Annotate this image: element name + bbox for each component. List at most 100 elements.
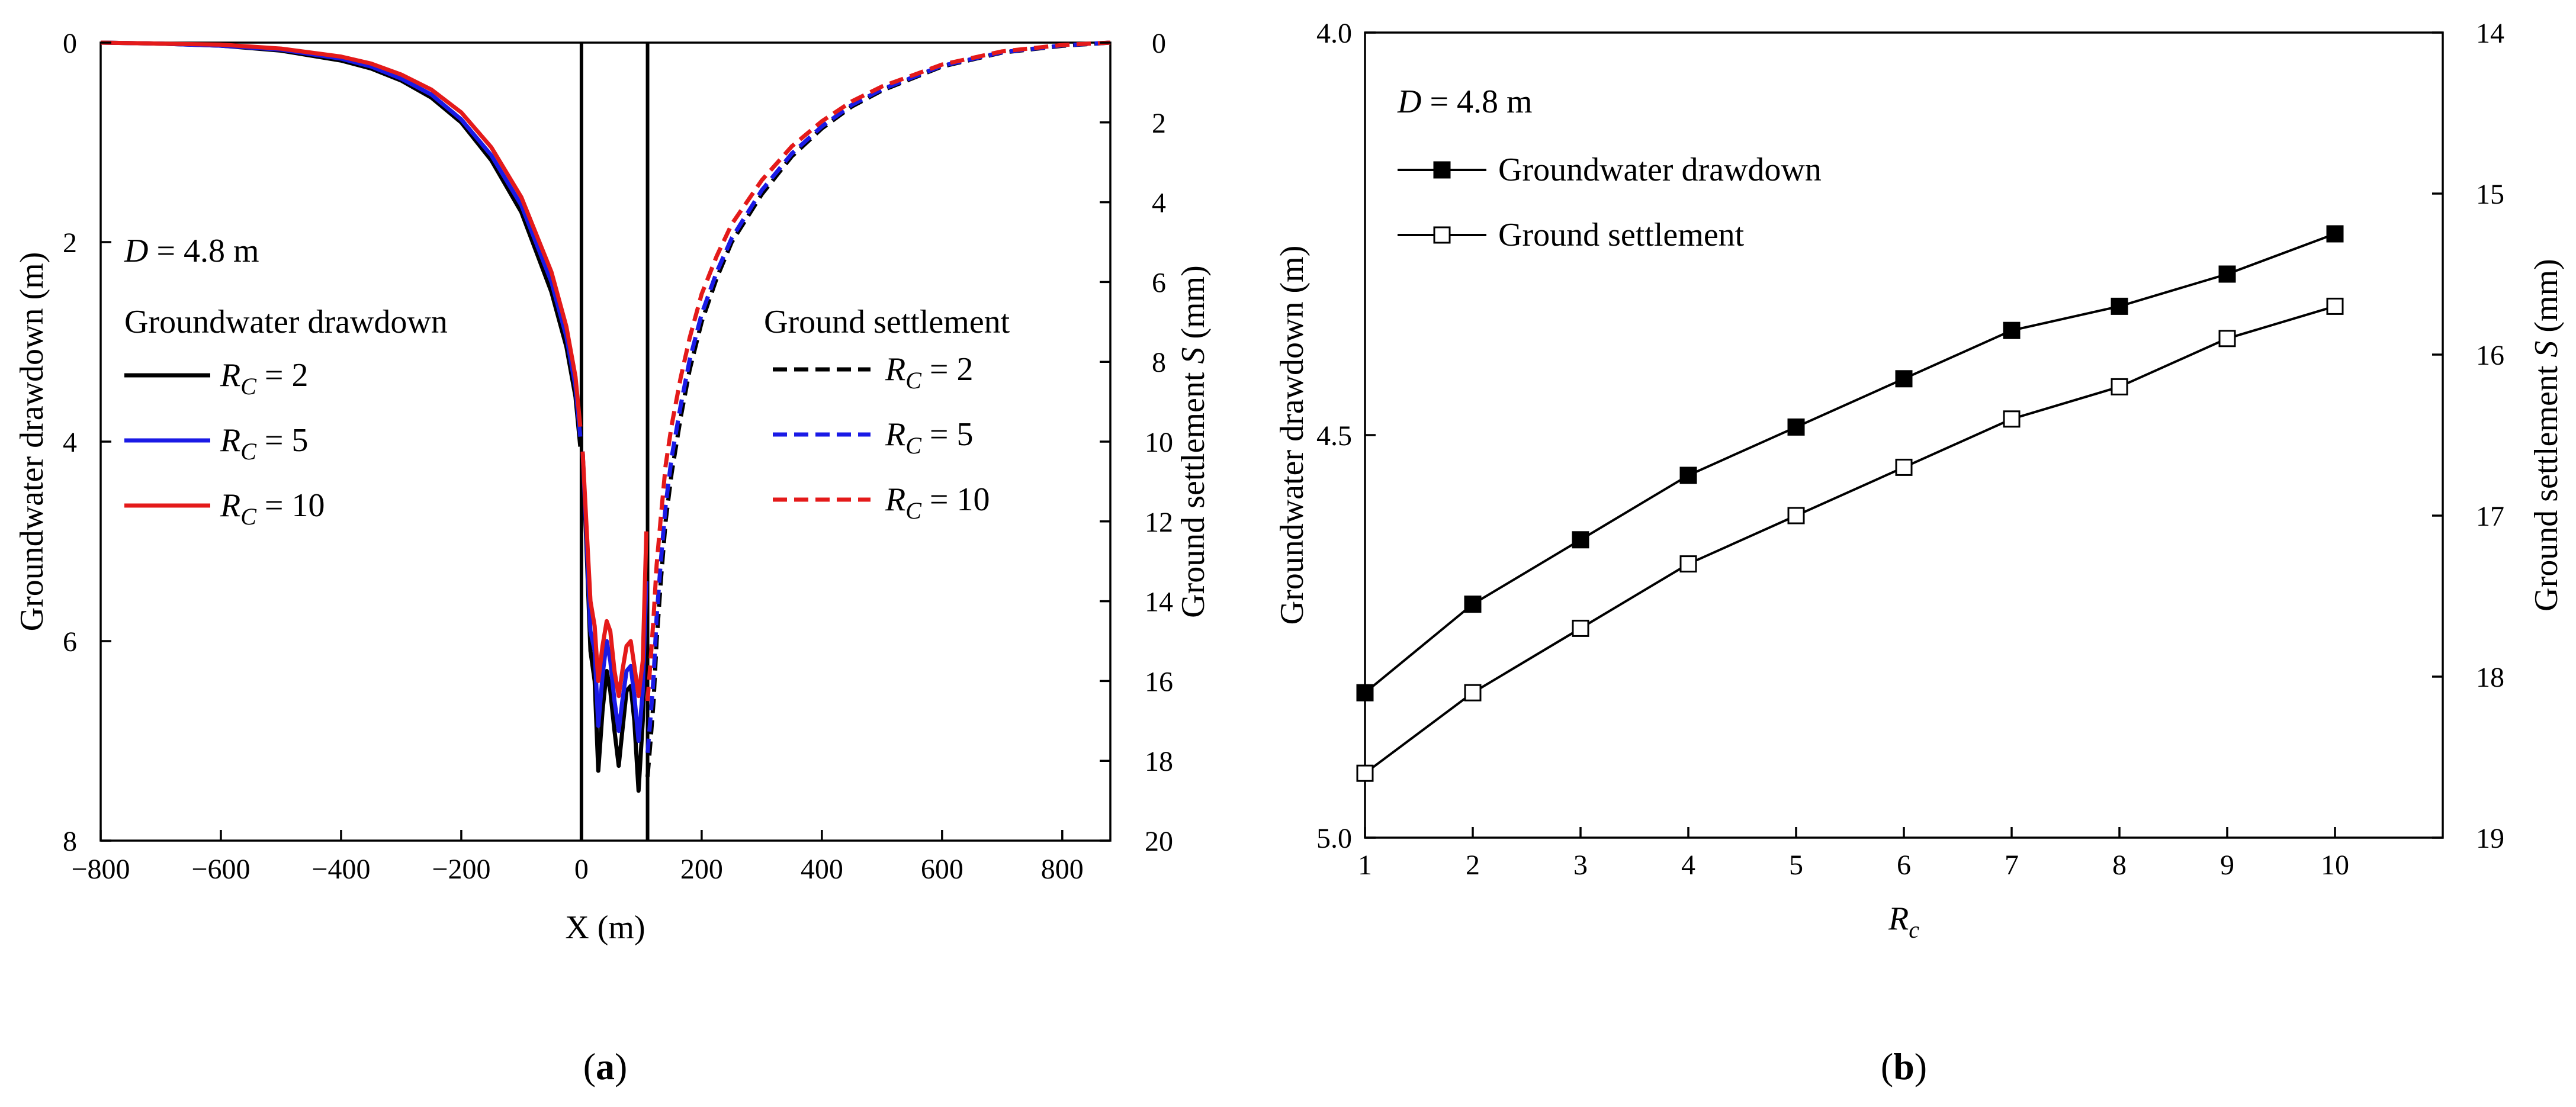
panel-b-y-left-tick-label: 4.5 (1316, 420, 1352, 452)
panel-a-legend-drawdown-label: RC = 10 (220, 487, 325, 530)
panel-b-drawdown-marker (1679, 466, 1697, 484)
panel-a-y-right-tick-label: 2 (1152, 108, 1166, 139)
panel-a-x-tick-label: −800 (71, 854, 130, 885)
panel-b-settlement-marker (1895, 458, 1913, 476)
panel-b-settlement-marker (1572, 619, 1589, 637)
panel-b-drawdown-marker (2218, 265, 2236, 283)
panel-a-drawdown-line-pit (580, 451, 648, 699)
panel-b-y-right-tick-label: 15 (2476, 179, 2504, 210)
panel-b-drawdown-marker (1572, 531, 1589, 549)
panel-a-x-axis-title: X (m) (565, 909, 645, 946)
panel-b-settlement-marker (1464, 684, 1482, 701)
panel-b-label: (b) (1881, 1045, 1927, 1087)
panel-b-settlement-marker (2326, 297, 2344, 315)
panel-a-label: (a) (583, 1045, 628, 1087)
panel-b-legend-marker (1433, 161, 1451, 179)
panel-a-legend-settlement-label: RC = 5 (885, 416, 974, 459)
panel-b-y-right-tick-label: 18 (2476, 662, 2504, 693)
panel-b-settlement-marker (1356, 764, 1374, 782)
panel-a-x-tick-label: 400 (801, 854, 843, 885)
panel-b-x-ticks: 1 2 3 4 5 6 7 8 9 10 (1358, 827, 2349, 881)
panel-b-x-tick-label: 8 (2112, 849, 2127, 881)
panel-a-x-tick-label: 0 (574, 854, 589, 885)
panel-a-y-right-tick-label: 0 (1152, 28, 1166, 59)
panel-a-y-left-tick-label: 8 (63, 826, 77, 857)
panel-a-annotation: D = 4.8 m (124, 233, 259, 269)
panel-a-legend-settlement-title: Ground settlement (764, 304, 1010, 340)
panel-a-x-ticks: −800 −600 −400 −200 0 200 400 600 800 (71, 830, 1084, 885)
panel-b-x-tick-label: 2 (1466, 849, 1480, 881)
panel-a-settlement-line (645, 40, 1111, 753)
panel-a-y-right-tick-label: 10 (1145, 427, 1173, 458)
panel-b-series-line (1364, 233, 2336, 694)
panel-b-x-tick-label: 10 (2321, 849, 2349, 881)
panel-b-y-left-axis-title: Groundwater drawdown (m) (1274, 246, 1311, 625)
panel-b-drawdown-marker (2111, 297, 2128, 315)
panel-a-x-tick-label: −200 (432, 854, 490, 885)
panel-b-x-tick-label: 4 (1681, 849, 1695, 881)
panel-b-y-right-tick-label: 16 (2476, 340, 2504, 371)
panel-a-x-tick-label: 800 (1041, 854, 1084, 885)
panel-b-y-right-axis-title: Ground settlement S (mm) (2528, 259, 2565, 612)
panel-a-legend-drawdown-label: RC = 5 (220, 422, 309, 465)
panel-a-y-right-tick-label: 20 (1145, 826, 1173, 857)
panel-b-x-tick-label: 7 (2005, 849, 2019, 881)
panel-b-x-tick-label: 6 (1897, 849, 1911, 881)
panel-a-series (100, 40, 1111, 793)
panel-b-settlement-marker (2003, 410, 2021, 428)
panel-a-settlement-line (645, 40, 1111, 701)
panel-a-y-right-tick-label: 4 (1152, 188, 1166, 219)
panel-b-drawdown-marker (2003, 321, 2021, 339)
panel-b-drawdown-marker (1787, 418, 1805, 436)
panel-b-y-right-tick-label: 19 (2476, 823, 2504, 854)
panel-b-y-left-tick-label: 5.0 (1316, 823, 1352, 854)
panel-b-x-tick-label: 1 (1358, 849, 1372, 881)
panel-a-y-left-tick-label: 6 (63, 626, 77, 658)
panel-a-drawdown-line-pit (580, 451, 648, 743)
panel-a-y-right-tick-label: 14 (1145, 587, 1173, 618)
panel-a-x-tick-label: −600 (191, 854, 250, 885)
panel-b-drawdown-marker (2326, 225, 2344, 243)
panel-b-x-tick-label: 9 (2220, 849, 2234, 881)
panel-a-legend-settlement-label: RC = 10 (885, 481, 990, 524)
panel-a-y-right-tick-label: 18 (1145, 746, 1173, 777)
panel-a-y-right-tick-label: 16 (1145, 666, 1173, 697)
panel-a-y-left-axis-title: Groundwater drawdown (m) (14, 252, 50, 632)
panel-a-drawdown-line-pit (580, 451, 648, 793)
panel-b-annotation: D = 4.8 m (1397, 83, 1533, 120)
panel-b-y-right-tick-label: 14 (2476, 18, 2504, 49)
panel-a-y-left-tick-label: 4 (63, 427, 77, 458)
panel-b-settlement-marker (1679, 555, 1697, 573)
panel-a-legend-drawdown: RC = 2 RC = 5 RC = 10 (124, 357, 325, 530)
panel-b-legend-label: Groundwater drawdown (1498, 152, 1822, 188)
panel-b-drawdown-marker (1895, 370, 1913, 388)
panel-b-x-axis-title: Rc (1888, 900, 1919, 943)
panel-b-drawdown-marker (1464, 596, 1482, 613)
panel-a-x-tick-label: 600 (921, 854, 963, 885)
panel-a-legend-settlement: RC = 2 RC = 5 RC = 10 (773, 351, 990, 524)
panel-a-legend-drawdown-label: RC = 2 (220, 357, 309, 400)
panel-a-y-right-tick-label: 6 (1152, 267, 1166, 298)
panel-b-x-tick-label: 3 (1573, 849, 1588, 881)
panel-b-settlement-marker (2111, 378, 2128, 395)
panel-b-series-line (1364, 305, 2336, 774)
panel-a-y-left-tick-label: 2 (63, 227, 77, 259)
panel-b-legend-label: Ground settlement (1498, 217, 1745, 253)
panel-b-chart: 1 2 3 4 5 6 7 8 9 10 4.0 4.5 5.0 14 15 16 17 18 19 Rc Gr… (1274, 18, 2565, 1087)
panel-a-legend-settlement-label: RC = 2 (885, 351, 974, 394)
panel-a-y-right-tick-label: 8 (1152, 347, 1166, 378)
panel-a-settlement-line (645, 40, 1111, 777)
panel-a-chart: −800 −600 −400 −200 0 200 400 600 800 0 2 4 6 8 0 2 4 6… (14, 28, 1212, 1087)
panel-a-y-left-ticks: 0 2 4 6 8 (63, 28, 111, 857)
panel-a-legend-drawdown-title: Groundwater drawdown (124, 304, 448, 340)
panel-b-legend-marker (1433, 226, 1451, 244)
panel-b-y-left-tick-label: 4.0 (1316, 18, 1352, 49)
panel-b-y-right-tick-label: 17 (2476, 501, 2504, 532)
panel-b-y-right-ticks: 14 15 16 17 18 19 (2432, 18, 2504, 854)
panel-b-y-left-ticks: 4.0 4.5 5.0 (1316, 18, 1376, 854)
panel-b-legend: Groundwater drawdown Ground settlement (1398, 152, 1822, 253)
panel-a-y-right-ticks: 0 2 4 6 8 10 12 14 16 18 20 (1100, 28, 1173, 857)
panel-a-x-tick-label: 200 (680, 854, 723, 885)
panel-b-settlement-marker (1787, 507, 1805, 524)
